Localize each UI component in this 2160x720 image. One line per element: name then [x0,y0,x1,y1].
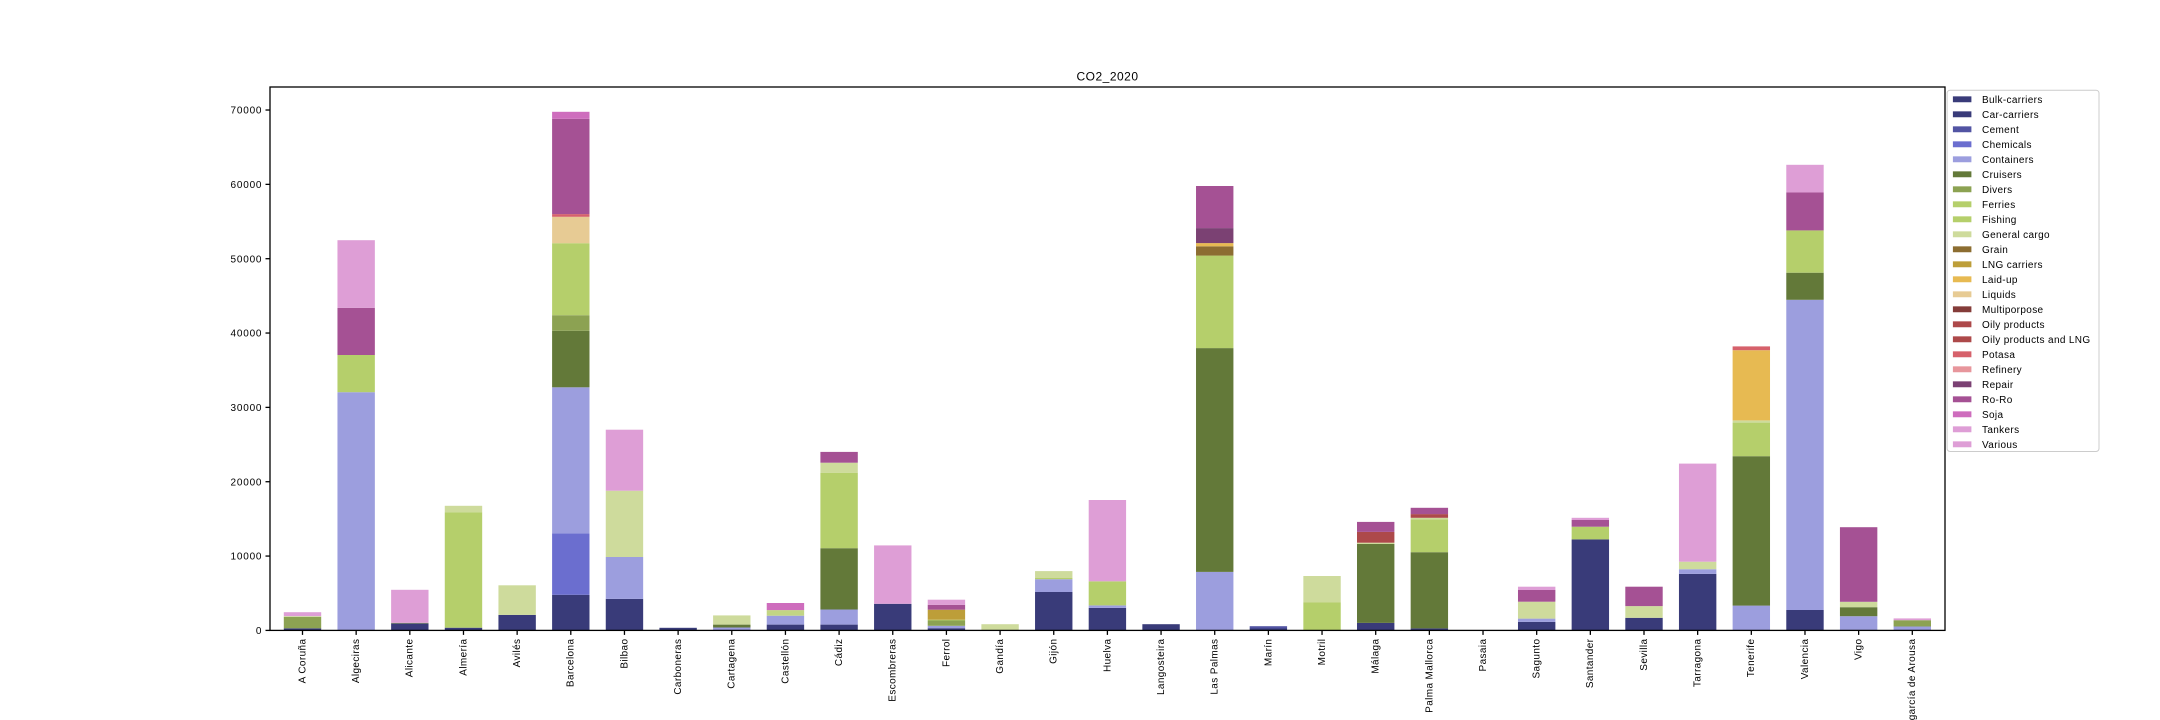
svg-text:Ferries: Ferries [1982,200,2016,211]
svg-text:Soja: Soja [1982,410,2004,421]
svg-text:Gijón: Gijón [1049,639,1060,664]
svg-text:0: 0 [256,626,262,637]
svg-text:Cartagena: Cartagena [727,639,738,689]
svg-text:Chemicals: Chemicals [1982,140,2032,151]
svg-text:Tenerife: Tenerife [1746,639,1757,678]
svg-text:Ferrol: Ferrol [941,639,952,667]
svg-text:Gandía: Gandía [995,639,1006,674]
svg-text:Alicante: Alicante [405,639,416,678]
svg-text:CO2_2020: CO2_2020 [1076,70,1138,84]
svg-text:Vigo: Vigo [1854,639,1865,660]
svg-text:Barcelona: Barcelona [566,639,577,688]
svg-text:Huelva: Huelva [1102,639,1113,672]
svg-text:Oily products and LNG: Oily products and LNG [1982,335,2091,346]
svg-text:Las Palmas: Las Palmas [1210,639,1221,695]
svg-text:Repair: Repair [1982,380,2014,391]
svg-text:Avilés: Avilés [512,639,523,668]
svg-text:Various: Various [1982,440,2018,451]
svg-text:Tankers: Tankers [1982,425,2019,436]
svg-text:Sevilla: Sevilla [1639,639,1650,671]
svg-text:General cargo: General cargo [1982,230,2050,241]
svg-text:Car-carriers: Car-carriers [1982,110,2039,121]
svg-text:Almería: Almería [458,639,469,676]
svg-text:Bulk-carriers: Bulk-carriers [1982,95,2043,106]
svg-text:50000: 50000 [230,254,262,265]
svg-text:Langosteira: Langosteira [1156,639,1167,695]
svg-text:Multiporpose: Multiporpose [1982,305,2044,316]
svg-text:Cement: Cement [1982,125,2019,136]
svg-text:Potasa: Potasa [1982,350,2015,361]
svg-text:Divers: Divers [1982,185,2012,196]
svg-text:40000: 40000 [230,329,262,340]
svg-text:Vilagarcía de Arousa: Vilagarcía de Arousa [1907,639,1918,720]
svg-text:Málaga: Málaga [1371,639,1382,674]
svg-text:Fishing: Fishing [1982,215,2017,226]
svg-text:Oily products: Oily products [1982,320,2045,331]
svg-text:Marín: Marín [1263,639,1274,666]
svg-text:A Coruña: A Coruña [297,639,308,684]
svg-text:Valencia: Valencia [1800,639,1811,680]
svg-text:Tarragona: Tarragona [1693,639,1704,688]
svg-text:Palma Mallorca: Palma Mallorca [1424,639,1435,713]
svg-text:20000: 20000 [230,477,262,488]
svg-text:Algeciras: Algeciras [351,639,362,684]
svg-text:Santander: Santander [1585,638,1596,688]
svg-text:Laid-up: Laid-up [1982,275,2018,286]
svg-text:30000: 30000 [230,403,262,414]
svg-text:70000: 70000 [230,106,262,117]
svg-text:Bilbao: Bilbao [619,639,630,669]
svg-text:Ro-Ro: Ro-Ro [1982,395,2013,406]
svg-text:Sagunto: Sagunto [1532,639,1543,679]
svg-text:Castellón: Castellón [780,639,791,684]
svg-text:Carboneras: Carboneras [673,639,684,695]
svg-text:10000: 10000 [230,552,262,563]
svg-text:Cruisers: Cruisers [1982,170,2022,181]
svg-text:60000: 60000 [230,180,262,191]
svg-text:Liquids: Liquids [1982,290,2016,301]
svg-text:Grain: Grain [1982,245,2008,256]
svg-text:Refinery: Refinery [1982,365,2022,376]
svg-text:Containers: Containers [1982,155,2034,166]
svg-text:Pasaia: Pasaia [1478,639,1489,672]
svg-text:LNG carriers: LNG carriers [1982,260,2043,271]
svg-text:Cádiz: Cádiz [834,639,845,666]
svg-text:Motril: Motril [1317,639,1328,666]
svg-text:Escombreras: Escombreras [888,639,899,702]
